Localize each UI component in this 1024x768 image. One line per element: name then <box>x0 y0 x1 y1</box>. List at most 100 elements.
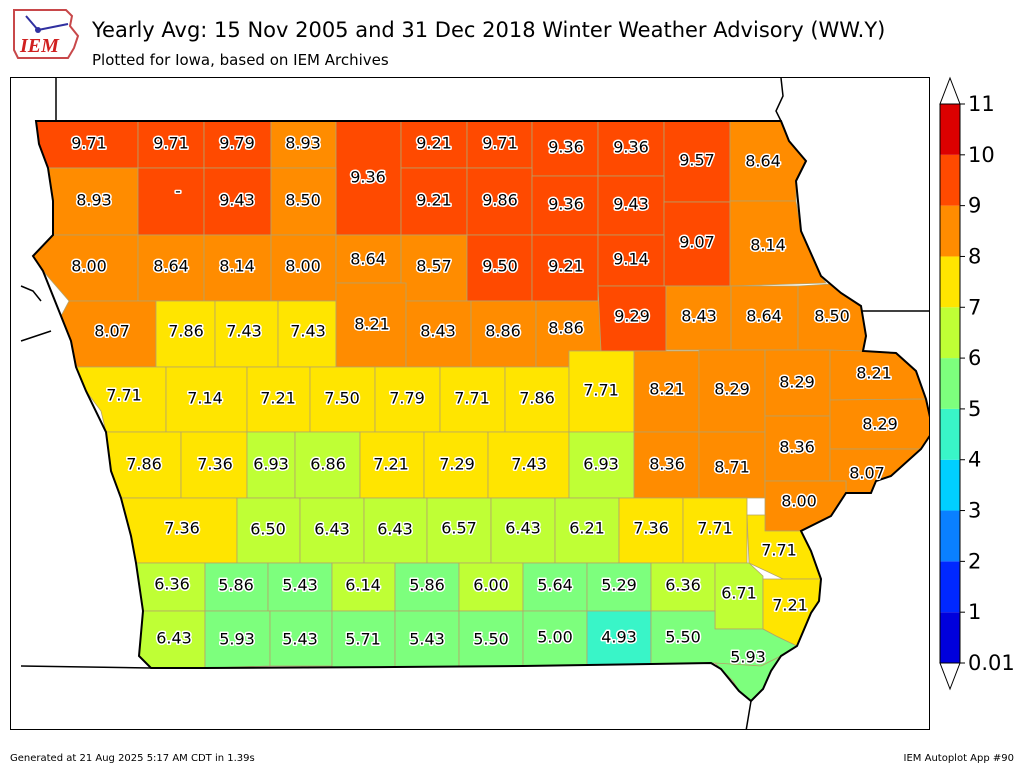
colorbar-swatch <box>940 307 960 359</box>
county-value-label: 8.07 <box>849 464 885 483</box>
colorbar-tick-label: 1 <box>968 600 981 624</box>
county-value-label: 6.93 <box>583 455 619 474</box>
colorbar-swatch <box>940 510 960 562</box>
county-value-label: 6.43 <box>156 629 192 648</box>
county-value-label: 8.86 <box>485 322 521 341</box>
county-value-label: 8.29 <box>779 373 815 392</box>
county-value-label: 8.36 <box>649 455 685 474</box>
county-value-label: 6.36 <box>154 575 190 594</box>
county-value-label: 7.43 <box>226 322 262 341</box>
county-value-label: 6.36 <box>665 576 701 595</box>
county-value-label: 9.57 <box>679 151 715 170</box>
county-value-label: 8.86 <box>548 319 584 338</box>
iem-logo: IEM <box>8 6 84 64</box>
county-value-label: 7.36 <box>633 519 669 538</box>
map-panel: 9.71 9.71 9.79 8.93 9.36 9.21 9.71 9.36 9.36 9.57… <box>10 77 930 730</box>
colorbar-swatch <box>940 154 960 206</box>
app-id: IEM Autoplot App #90 <box>903 753 1014 764</box>
county-value-label: 6.43 <box>505 519 541 538</box>
colorbar-tick-label: 8 <box>968 244 981 268</box>
county-value-label: 5.64 <box>537 576 573 595</box>
county-value-label: - <box>175 182 181 201</box>
county-value-label: 8.71 <box>714 458 750 477</box>
county-value-label: 5.43 <box>282 630 318 649</box>
colorbar-tick-label: 7 <box>968 295 981 319</box>
county-value-label: 6.57 <box>441 519 477 538</box>
county-value-label: 6.50 <box>250 520 286 539</box>
county-value-label: 9.71 <box>71 134 107 153</box>
county-value-label: 9.71 <box>482 134 518 153</box>
county-value-label: 4.93 <box>601 628 637 647</box>
county-value-label: 7.36 <box>164 519 200 538</box>
county-value-label: 8.00 <box>781 492 817 511</box>
colorbar-swatch <box>940 561 960 613</box>
county-value-label: 9.29 <box>614 307 650 326</box>
county-value-label: 6.93 <box>253 455 289 474</box>
county-value-label: 7.79 <box>389 389 425 408</box>
county-value-label: 6.21 <box>569 519 605 538</box>
county-value-label: 9.71 <box>153 134 189 153</box>
county-value-label: 8.14 <box>219 257 255 276</box>
iem-logo-icon: IEM <box>13 9 80 59</box>
colorbar-tick-label: 4 <box>968 448 981 472</box>
county-value-label: 9.79 <box>219 134 255 153</box>
county-value-label: 9.36 <box>350 168 386 187</box>
county-value-label: 7.29 <box>439 455 475 474</box>
county-value-label: 9.86 <box>482 191 518 210</box>
county-value-label: 9.36 <box>613 138 649 157</box>
county-value-label: 8.64 <box>350 250 386 269</box>
county-value-label: 7.50 <box>324 389 360 408</box>
county-value-label: 6.43 <box>377 520 413 539</box>
county-value-label: 8.00 <box>285 257 321 276</box>
colorbar-tick-label: 6 <box>968 346 981 370</box>
colorbar-tick-label: 3 <box>968 499 981 523</box>
county-value-label: 8.50 <box>285 191 321 210</box>
county-value-label: 7.86 <box>168 322 204 341</box>
county-value-label: 5.00 <box>537 628 573 647</box>
county-layer <box>32 120 929 702</box>
generated-timestamp: Generated at 21 Aug 2025 5:17 AM CDT in … <box>10 753 255 764</box>
county-value-label: 5.93 <box>730 648 766 667</box>
value-labels: 9.71 9.71 9.79 8.93 9.36 9.21 9.71 9.36 9.36 9.57… <box>70 132 900 668</box>
county-value-label: 7.71 <box>761 541 797 560</box>
county-value-label: 9.21 <box>416 191 452 210</box>
colorbar-swatch <box>940 256 960 308</box>
county-value-label: 8.64 <box>153 257 189 276</box>
colorbar-tick-label: 10 <box>968 143 995 167</box>
county-value-label: 7.71 <box>583 381 619 400</box>
county-value-label: 9.43 <box>219 191 255 210</box>
county-value-label: 8.00 <box>71 257 107 276</box>
county-value-label: 8.64 <box>746 307 782 326</box>
county-value-label: 8.43 <box>681 307 717 326</box>
county-value-label: 6.14 <box>345 576 381 595</box>
county-value-label: 7.43 <box>511 455 547 474</box>
county-value-label: 8.21 <box>354 315 390 334</box>
county-value-label: 6.86 <box>310 455 346 474</box>
colorbar-frame <box>939 103 961 664</box>
county-value-label: 9.50 <box>482 257 518 276</box>
county-value-label: 8.29 <box>862 415 898 434</box>
colorbar: 0.01 1 2 3 4 5 6 7 8 9 10 11 <box>939 76 1015 691</box>
county-value-label: 6.71 <box>721 584 757 603</box>
county-value-label: 5.50 <box>473 630 509 649</box>
colorbar-swatch <box>940 358 960 409</box>
colorbar-swatch <box>940 459 960 511</box>
colorbar-swatch <box>940 612 960 663</box>
county-value-label: 6.00 <box>473 576 509 595</box>
county-value-label: 9.07 <box>679 233 715 252</box>
county-value-label: 5.43 <box>282 576 318 595</box>
iowa-outline <box>31 120 929 703</box>
county-value-label: 8.64 <box>745 152 781 171</box>
county-value-label: 8.07 <box>94 322 130 341</box>
county-value-label: 5.71 <box>345 630 381 649</box>
county-value-label: 8.57 <box>416 257 452 276</box>
colorbar-tick-label: 2 <box>968 549 981 573</box>
county-value-label: 7.71 <box>697 519 733 538</box>
county-value-label: 8.14 <box>750 236 786 255</box>
colorbar-tick-label: 9 <box>968 194 981 218</box>
county-value-label: 7.71 <box>454 389 490 408</box>
colorbar-swatch <box>940 104 960 155</box>
county-value-label: 7.36 <box>197 455 233 474</box>
county-value-label: 6.43 <box>314 520 350 539</box>
county-value-label: 9.14 <box>613 250 649 269</box>
